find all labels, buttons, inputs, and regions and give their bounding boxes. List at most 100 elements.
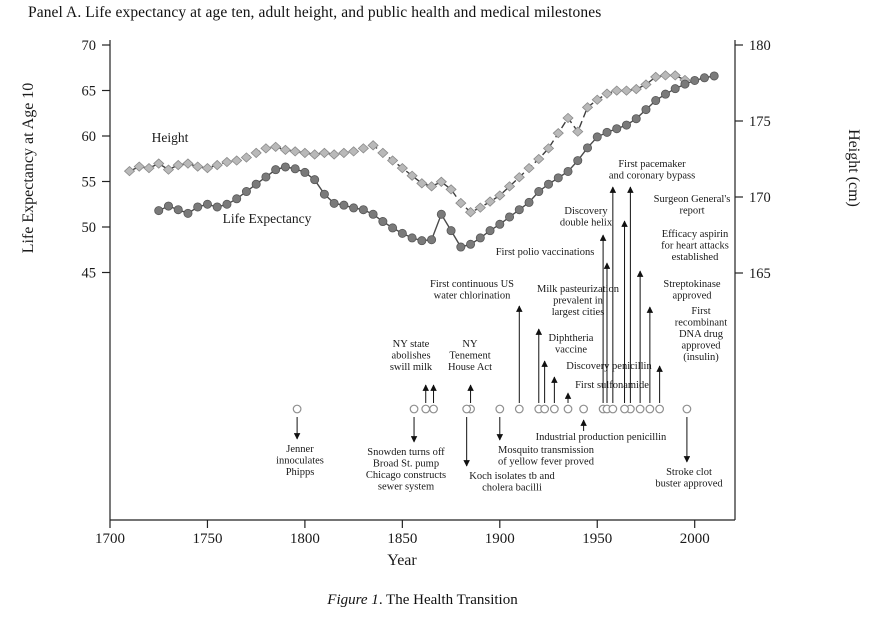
svg-text:60: 60 xyxy=(82,129,97,145)
panel-title: Panel A. Life expectancy at age ten, adu… xyxy=(28,4,602,21)
event-label-line: First xyxy=(691,306,710,317)
svg-text:1750: 1750 xyxy=(192,531,222,547)
event-marker xyxy=(540,404,550,414)
event-label-line: DNA drug xyxy=(679,329,724,340)
event-label-line: for heart attacks xyxy=(661,241,729,252)
figure-caption: Figure 1. The Health Transition xyxy=(110,592,735,609)
event-marker xyxy=(514,404,524,414)
event-label-line: recombinant xyxy=(675,318,728,329)
event-label-line: Phipps xyxy=(286,467,315,478)
event-label-line: Koch isolates tb and xyxy=(469,471,555,482)
event-label-line: First sulfonamide xyxy=(575,380,649,391)
event-label-line: of yellow fever proved xyxy=(498,457,595,468)
event-marker xyxy=(549,404,559,414)
event-label-line: First polio vaccinations xyxy=(496,247,595,258)
event-industrial-penicillin: Industrial production penicillin xyxy=(536,404,667,443)
event-label-line: Tenement xyxy=(449,351,490,362)
svg-text:1700: 1700 xyxy=(95,531,125,547)
event-label-line: Efficacy aspirin xyxy=(662,229,729,240)
event-discovery-penicillin: Discovery penicillin xyxy=(549,361,652,414)
figure-caption-prefix: Figure 1 xyxy=(327,592,379,608)
svg-text:175: 175 xyxy=(749,114,771,130)
event-label-line: abolishes xyxy=(391,351,430,362)
event-streptokinase: Streptokinase approved xyxy=(645,279,721,414)
event-marker xyxy=(563,404,573,414)
event-marker xyxy=(292,404,302,414)
event-label-line: Discovery penicillin xyxy=(566,361,652,372)
life-expectancy-series: Life Expectancy xyxy=(154,71,719,252)
svg-text:2000: 2000 xyxy=(680,531,710,547)
event-label-line: (insulin) xyxy=(683,352,719,363)
event-first-sulfonamide: First sulfonamide xyxy=(563,380,649,414)
svg-text:50: 50 xyxy=(82,220,97,236)
figure-caption-text: . The Health Transition xyxy=(378,592,518,608)
event-marker xyxy=(620,404,629,414)
svg-text:170: 170 xyxy=(749,190,771,206)
event-marker xyxy=(495,404,505,414)
event-label-line: double helix xyxy=(560,218,613,229)
event-marker xyxy=(645,404,655,414)
event-marker xyxy=(462,404,472,414)
life-expectancy-series-label: Life Expectancy xyxy=(223,211,312,226)
event-label-line: buster approved xyxy=(655,479,723,490)
event-marker xyxy=(421,404,431,414)
event-label-line: Discovery xyxy=(564,206,608,217)
svg-text:180: 180 xyxy=(749,38,771,54)
event-label-line: House Act xyxy=(448,362,492,373)
event-label-line: Chicago constructs xyxy=(366,470,446,481)
event-label-line: Diphtheria xyxy=(549,333,594,344)
event-marker xyxy=(655,404,665,414)
event-marker xyxy=(409,404,419,414)
event-label-line: water chlorination xyxy=(434,291,511,302)
svg-text:1900: 1900 xyxy=(485,531,515,547)
event-marker xyxy=(635,404,645,414)
event-marker xyxy=(579,404,589,414)
svg-text:55: 55 xyxy=(82,175,97,191)
axis-titles: Life Expectancy at Age 10 Height (cm) Year xyxy=(20,83,862,569)
event-label-line: prevalent in xyxy=(553,296,604,307)
event-marker xyxy=(608,404,618,414)
event-label-line: established xyxy=(672,252,719,263)
svg-text:45: 45 xyxy=(82,266,97,282)
event-label-line: Industrial production penicillin xyxy=(536,432,667,443)
svg-text:165: 165 xyxy=(749,266,771,282)
event-marker xyxy=(682,404,692,414)
event-label-line: NY xyxy=(462,339,478,350)
svg-text:70: 70 xyxy=(82,38,97,54)
event-label-line: Stroke clot xyxy=(666,467,712,478)
event-label-line: swill milk xyxy=(390,362,433,373)
event-label-line: Milk pasteurization xyxy=(537,284,620,295)
axes: 45 50 55 60 65 70 165 170 175 180 1700 1750 1800 1850… xyxy=(82,38,771,547)
y-axis-left-title: Life Expectancy at Age 10 xyxy=(20,83,37,254)
event-label-line: approved xyxy=(681,341,721,352)
event-label-line: Surgeon General's xyxy=(654,194,731,205)
svg-text:1850: 1850 xyxy=(387,531,417,547)
height-series-label: Height xyxy=(152,130,189,145)
event-label-line: First continuous US xyxy=(430,279,514,290)
event-label-line: largest cities xyxy=(552,307,605,318)
event-label-line: Streptokinase xyxy=(663,279,720,290)
event-label-line: Mosquito transmission xyxy=(498,445,595,456)
event-label-line: cholera bacilli xyxy=(482,483,542,494)
x-axis-title: Year xyxy=(387,552,417,569)
event-label-line: sewer system xyxy=(378,482,434,493)
event-label-line: report xyxy=(679,206,704,217)
svg-text:1800: 1800 xyxy=(290,531,320,547)
event-marker xyxy=(429,404,438,414)
svg-text:65: 65 xyxy=(82,84,97,100)
height-series: Height xyxy=(123,70,691,218)
